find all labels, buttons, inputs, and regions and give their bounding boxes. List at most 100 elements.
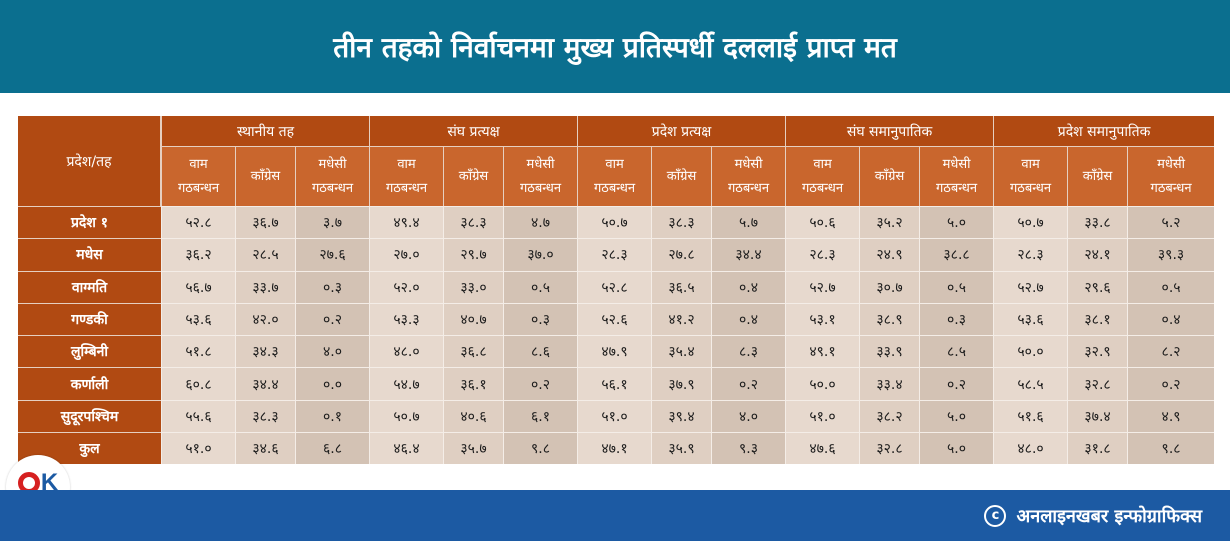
table-row: कुल ५१.० ३४.६ ६.८ ४६.४ ३५.७ ९.८ ४७.१ ३५.९ ९.३ ४७.६…: [18, 432, 1215, 465]
sub-header-line: गठबन्धन: [935, 180, 978, 196]
table-cell: ३८.३: [235, 399, 295, 433]
sub-header-madhesi-alliance: मधेसी गठबन्धन: [711, 146, 786, 206]
table-cell: ०.२: [1127, 367, 1215, 400]
table-cell: ९.८: [1127, 432, 1215, 465]
table-cell: ३८.९: [859, 302, 920, 336]
sub-header-congress: काँग्रेस: [859, 146, 920, 206]
table-cell: ३८.३: [443, 206, 503, 239]
table-cell: ५६.७: [161, 270, 235, 303]
sub-header-congress: काँग्रेस: [443, 146, 503, 206]
table-cell: ५०.७: [577, 206, 652, 239]
table-cell: ४०.६: [443, 399, 503, 433]
credit: c अनलाइनखबर इन्फोग्राफिक्स: [984, 490, 1202, 541]
table-cell: ३८.२: [859, 399, 920, 433]
table-cell: ०.२: [295, 302, 369, 336]
table-cell: ०.५: [1127, 270, 1215, 303]
table-cell: २८.३: [577, 238, 652, 271]
table-cell: ३९.३: [1127, 238, 1215, 271]
table-cell: ४७.१: [577, 432, 652, 465]
row-label: गण्डकी: [18, 302, 161, 336]
table-cell: ३७.४: [1067, 399, 1128, 433]
sub-header-line: गठबन्धन: [385, 180, 428, 196]
table-cell: ३२.८: [1067, 367, 1128, 400]
sub-header-madhesi-alliance: मधेसी गठबन्धन: [295, 146, 369, 206]
table-cell: २९.६: [1067, 270, 1128, 303]
table-cell: ८.२: [1127, 335, 1215, 368]
sub-header-line: वाम: [1021, 156, 1040, 172]
table-cell: २८.३: [993, 238, 1068, 271]
sub-header-line: वाम: [813, 156, 832, 172]
row-label: प्रदेश १: [18, 206, 161, 239]
table-cell: ३२.९: [1067, 335, 1128, 368]
table-cell: ०.१: [295, 399, 369, 433]
table-cell: ३८.१: [1067, 302, 1128, 336]
table-cell: ३६.२: [161, 238, 235, 271]
sub-header-line: गठबन्धन: [593, 180, 636, 196]
table-cell: ५२.७: [785, 270, 860, 303]
table-cell: ०.०: [295, 367, 369, 400]
table-cell: ३२.८: [859, 432, 920, 465]
table-cell: ३१.८: [1067, 432, 1128, 465]
table-cell: ४१.२: [651, 302, 712, 336]
table-row: प्रदेश १ ५२.८ ३६.७ ३.७ ४९.४ ३८.३ ४.७ ५०.७ ३८.३ ५.…: [18, 206, 1215, 239]
group-header-federal-direct: संघ प्रत्यक्ष: [369, 116, 578, 146]
table-cell: ०.३: [295, 270, 369, 303]
table-cell: ४७.९: [577, 335, 652, 368]
table-row: कर्णाली ६०.८ ३४.४ ०.० ५४.७ ३६.१ ०.२ ५६.१ ३७.९ ०.२…: [18, 367, 1215, 400]
table-cell: ३६.१: [443, 367, 503, 400]
group-header-provincial-direct: प्रदेश प्रत्यक्ष: [577, 116, 786, 146]
table-cell: ५५.६: [161, 399, 235, 433]
sub-header-left-alliance: वाम गठबन्धन: [577, 146, 652, 206]
table-row: सुदूरपश्चिम ५५.६ ३८.३ ०.१ ५०.७ ४०.६ ६.१ ५१.० ३९.…: [18, 399, 1215, 433]
table-cell: ५६.१: [577, 367, 652, 400]
table-cell: ४२.०: [235, 302, 295, 336]
table-cell: २४.१: [1067, 238, 1128, 271]
group-header-federal-proportional: संघ समानुपातिक: [785, 116, 994, 146]
table-cell: ५.२: [1127, 206, 1215, 239]
table-cell: ५३.३: [369, 302, 443, 336]
sub-header-congress: काँग्रेस: [1067, 146, 1128, 206]
table-cell: ८.६: [503, 335, 578, 368]
table-cell: ५१.०: [577, 399, 652, 433]
table-cell: ०.३: [919, 302, 994, 336]
table-cell: ८.५: [919, 335, 994, 368]
table-cell: ५०.०: [785, 367, 860, 400]
results-table: प्रदेश/तह स्थानीय तह संघ प्रत्यक्ष प्रदे…: [18, 116, 1215, 465]
sub-header-line: गठबन्धन: [519, 180, 562, 196]
table-cell: ६०.८: [161, 367, 235, 400]
row-label: वाग्मति: [18, 270, 161, 303]
table-row: लुम्बिनी ५१.८ ३४.३ ४.० ४८.० ३६.८ ८.६ ४७.९ ३५.४ ८.…: [18, 335, 1215, 368]
sub-header-madhesi-alliance: मधेसी गठबन्धन: [503, 146, 578, 206]
table-cell: २४.९: [859, 238, 920, 271]
sub-header-line: वाम: [397, 156, 416, 172]
group-header-local: स्थानीय तह: [161, 116, 369, 146]
table-cell: ५०.०: [993, 335, 1068, 368]
row-label: कर्णाली: [18, 367, 161, 400]
sub-header-line: मधेसी: [526, 156, 555, 172]
table-cell: ३.७: [295, 206, 369, 239]
table-body: प्रदेश १ ५२.८ ३६.७ ३.७ ४९.४ ३८.३ ४.७ ५०.७ ३८.३ ५.…: [18, 206, 1215, 465]
table-cell: ५०.६: [785, 206, 860, 239]
table-cell: ५४.७: [369, 367, 443, 400]
table-cell: ४.७: [503, 206, 578, 239]
sub-header-madhesi-alliance: मधेसी गठबन्धन: [1127, 146, 1215, 206]
table-cell: ०.२: [503, 367, 578, 400]
sub-header-line: गठबन्धन: [1150, 180, 1192, 196]
sub-header-congress: काँग्रेस: [651, 146, 712, 206]
sub-header-line: मधेसी: [734, 156, 763, 172]
sub-header-line: वाम: [605, 156, 624, 172]
row-label: मधेस: [18, 238, 161, 271]
table-cell: ०.४: [711, 302, 786, 336]
corner-header: प्रदेश/तह: [18, 116, 161, 206]
table-cell: ३३.७: [235, 270, 295, 303]
table-cell: ५१.६: [993, 399, 1068, 433]
table-cell: ३०.७: [859, 270, 920, 303]
title-bar: तीन तहको निर्वाचनमा मुख्य प्रतिस्पर्धी द…: [0, 0, 1230, 93]
table-cell: ५.०: [919, 399, 994, 433]
logo-letter: K: [40, 468, 59, 496]
table-row: गण्डकी ५३.६ ४२.० ०.२ ५३.३ ४०.७ ०.३ ५२.६ ४१.२ ०.४ ५…: [18, 302, 1215, 336]
table-cell: ३४.४: [235, 367, 295, 400]
table-cell: ३३.८: [1067, 206, 1128, 239]
copyright-icon: c: [984, 504, 1007, 527]
results-table-container: प्रदेश/तह स्थानीय तह संघ प्रत्यक्ष प्रदे…: [18, 116, 1215, 465]
